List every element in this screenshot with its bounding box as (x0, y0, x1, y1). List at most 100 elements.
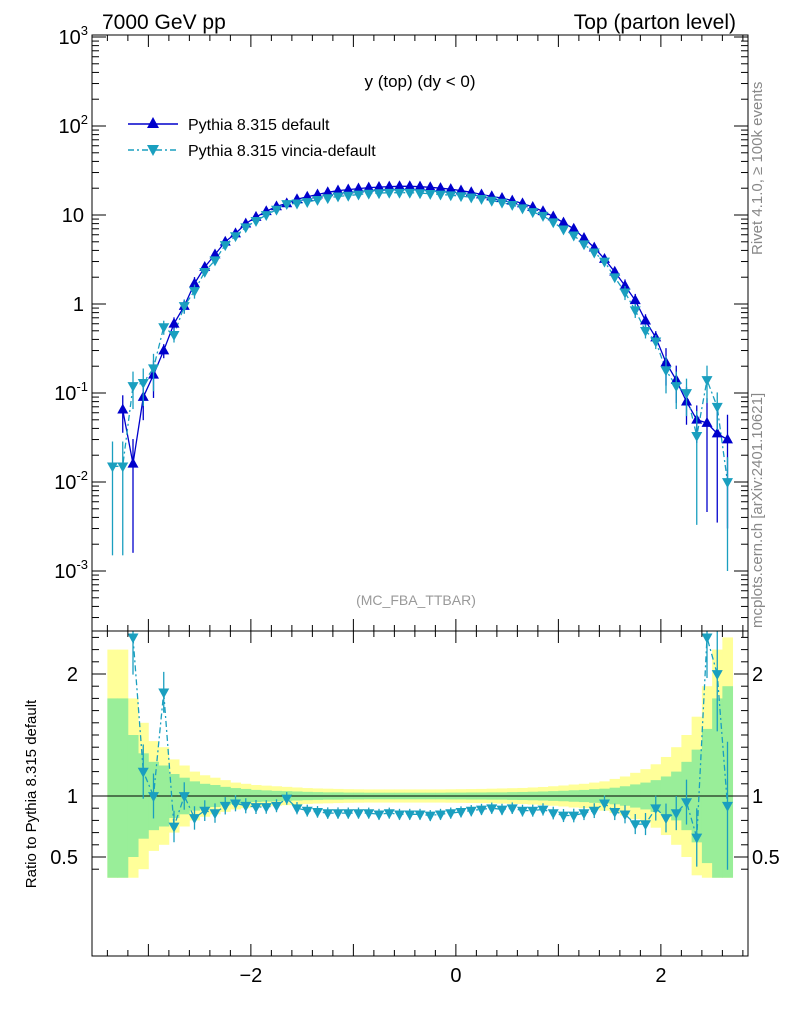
ratio-marker (240, 801, 252, 812)
ratio-marker (312, 808, 323, 818)
ratio-marker (219, 801, 231, 812)
default-marker (404, 180, 416, 191)
ratio-y-tick-labels: 2 2 1 1 0.5 0.5 (50, 664, 780, 869)
vincia-marker (137, 379, 149, 389)
ratio-marker (629, 820, 641, 831)
default-marker (394, 180, 405, 191)
vincia-marker (260, 211, 272, 222)
vincia-marker (537, 211, 549, 222)
ratio-marker (148, 792, 159, 803)
ratio-marker (445, 809, 457, 820)
vincia-marker (496, 198, 508, 209)
vincia-marker (558, 225, 569, 236)
vincia-marker (711, 402, 723, 413)
ratio-marker (271, 801, 282, 812)
x-tick-labels: −2 0 2 (239, 965, 666, 987)
vincia-marker (506, 201, 518, 211)
default-line-path (122, 185, 728, 464)
y-tick-label-main: 10-1 (54, 379, 88, 405)
default-marker (414, 180, 426, 191)
ratio-marker (199, 806, 211, 817)
ratio-marker (281, 794, 293, 805)
ratio-marker (404, 810, 416, 821)
y-tick-label-main: 10 (62, 205, 84, 227)
ratio-marker (363, 809, 375, 820)
ratio-marker (660, 814, 672, 825)
vincia-marker (271, 205, 282, 216)
vincia-marker (650, 337, 662, 348)
x-tick-label: 2 (655, 965, 666, 987)
ratio-marker (178, 792, 190, 803)
ratio-marker (568, 811, 580, 822)
ratio-band-inner (107, 698, 119, 878)
vincia-marker (527, 208, 539, 219)
vincia-marker (547, 218, 559, 229)
ratio-frame (91, 630, 749, 957)
ratio-marker (558, 811, 569, 822)
vincia-marker (640, 326, 651, 337)
ratio-marker (619, 810, 631, 821)
ratio-marker (537, 805, 549, 816)
series-vincia-line (112, 192, 729, 483)
y-tick-label-main: 10-3 (54, 557, 88, 583)
ratio-marker (711, 670, 723, 681)
vincia-marker (332, 192, 344, 203)
ratio-uncertainty-bands (107, 637, 734, 878)
default-marker (701, 416, 713, 427)
legend: Pythia 8.315 default Pythia 8.315 vincia… (128, 117, 376, 160)
y-tick-label-main: 103 (59, 23, 88, 49)
y-tick-label-ratio: 2 (67, 664, 78, 686)
ratio-marker (424, 811, 436, 822)
default-marker (168, 317, 180, 328)
default-marker (158, 344, 170, 355)
vincia-marker (219, 241, 231, 252)
ratio-marker (465, 806, 477, 817)
ratio-marker (373, 810, 385, 821)
mcplots-label: mcplots.cern.ch [arXiv:2401.10621] (749, 393, 766, 628)
vincia-marker (588, 248, 600, 259)
default-marker (209, 248, 221, 259)
vincia-marker (148, 364, 159, 375)
chart-title: y (top) (dy < 0) (364, 72, 475, 91)
y-tick-label-main: 1 (73, 294, 84, 316)
ratio-marker (127, 633, 139, 644)
vincia-marker (670, 382, 682, 393)
ratio-marker (588, 806, 600, 817)
series-vincia-markers (107, 188, 733, 571)
default-marker (127, 457, 139, 468)
ratio-marker (342, 809, 354, 820)
vincia-marker (722, 478, 733, 489)
main-axis-ticks (92, 35, 748, 631)
series-default-markers (117, 180, 733, 553)
ratio-marker (353, 809, 364, 820)
default-marker (629, 294, 641, 305)
ratio-marker (209, 809, 221, 820)
vincia-marker (701, 376, 713, 387)
vincia-marker (681, 389, 692, 400)
ratio-marker (250, 803, 262, 814)
x-tick-label: 0 (450, 965, 461, 987)
analysis-annotation: (MC_FBA_TTBAR) (356, 592, 476, 608)
vincia-line-path (112, 192, 729, 483)
y-tick-label-ratio-right: 1 (752, 786, 763, 808)
ratio-marker (599, 799, 610, 810)
header-left: 7000 GeV pp (102, 11, 226, 34)
y-tick-label-main: 102 (59, 112, 88, 138)
ratio-marker (517, 806, 528, 817)
default-marker (455, 184, 467, 195)
ratio-band-inner (712, 698, 723, 878)
vincia-marker (373, 189, 385, 200)
ratio-marker (260, 803, 272, 814)
vincia-marker (404, 188, 416, 199)
vincia-marker (353, 190, 364, 201)
y-tick-label-ratio-right: 2 (752, 664, 763, 686)
vincia-marker (107, 462, 118, 473)
default-marker (435, 182, 446, 193)
ratio-marker (722, 801, 733, 812)
vincia-marker (486, 196, 498, 207)
y-tick-label-ratio-right: 0.5 (752, 847, 780, 869)
ratio-marker (527, 806, 539, 817)
vincia-marker (394, 188, 405, 199)
